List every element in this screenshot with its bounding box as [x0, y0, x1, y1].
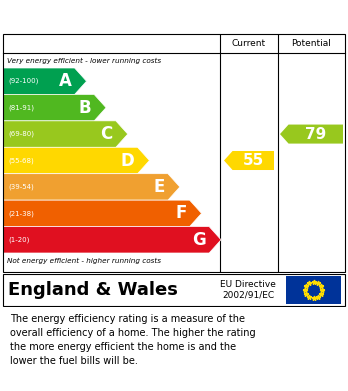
Text: F: F: [175, 204, 187, 222]
Text: 55: 55: [243, 153, 264, 168]
Text: D: D: [121, 151, 135, 170]
Polygon shape: [3, 200, 201, 226]
Text: England & Wales: England & Wales: [8, 281, 178, 299]
Text: (1-20): (1-20): [8, 237, 29, 243]
Text: EU Directive
2002/91/EC: EU Directive 2002/91/EC: [220, 280, 276, 300]
Text: A: A: [59, 72, 72, 90]
Text: (39-54): (39-54): [8, 184, 34, 190]
Bar: [286, 276, 341, 304]
Text: (69-80): (69-80): [8, 131, 34, 137]
Text: C: C: [101, 125, 113, 143]
Text: Not energy efficient - higher running costs: Not energy efficient - higher running co…: [7, 258, 161, 264]
Text: G: G: [192, 231, 206, 249]
Text: (55-68): (55-68): [8, 157, 34, 164]
Text: Energy Efficiency Rating: Energy Efficiency Rating: [10, 9, 221, 24]
Polygon shape: [3, 226, 221, 253]
Polygon shape: [224, 151, 274, 170]
Text: Very energy efficient - lower running costs: Very energy efficient - lower running co…: [7, 58, 161, 64]
Text: B: B: [79, 99, 91, 117]
Text: The energy efficiency rating is a measure of the
overall efficiency of a home. T: The energy efficiency rating is a measur…: [10, 314, 256, 366]
Text: Potential: Potential: [292, 39, 331, 48]
Text: (92-100): (92-100): [8, 78, 38, 84]
Polygon shape: [3, 95, 106, 121]
Polygon shape: [280, 125, 343, 143]
Text: (21-38): (21-38): [8, 210, 34, 217]
Text: E: E: [153, 178, 165, 196]
Text: (81-91): (81-91): [8, 104, 34, 111]
Text: Current: Current: [232, 39, 266, 48]
Polygon shape: [3, 121, 128, 147]
Polygon shape: [3, 68, 87, 95]
Polygon shape: [3, 147, 149, 174]
Polygon shape: [3, 174, 180, 200]
Text: 79: 79: [305, 127, 326, 142]
